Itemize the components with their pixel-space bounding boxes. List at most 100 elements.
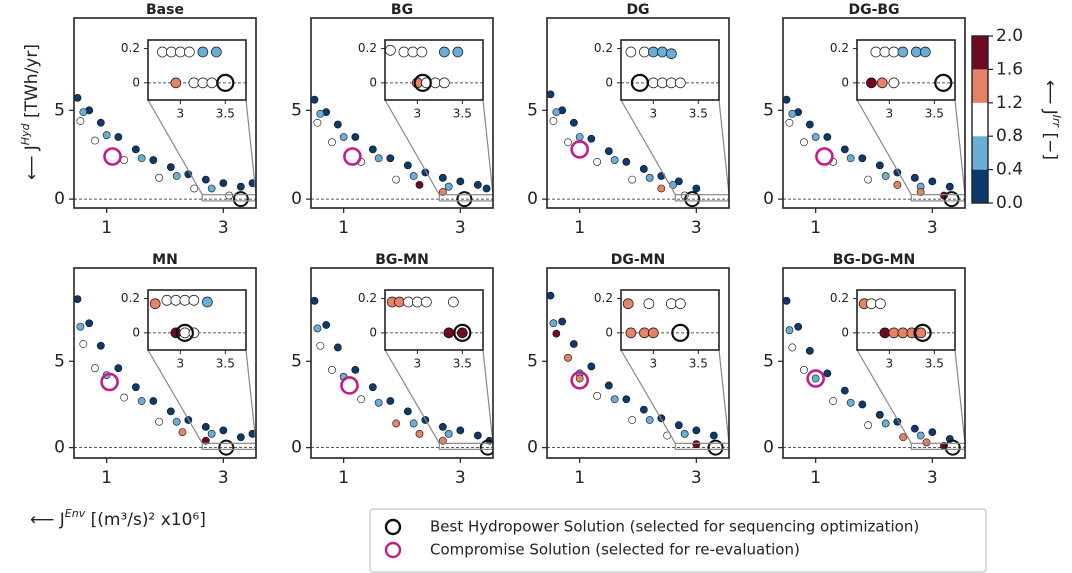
- inset-point: [170, 77, 182, 89]
- inset-frame: [620, 289, 720, 351]
- x-tick-label: 3: [455, 218, 466, 238]
- point: [236, 182, 245, 191]
- panel-frame: [73, 267, 257, 459]
- inset-point: [197, 46, 209, 58]
- inset-point: [919, 46, 931, 58]
- inset-point: [416, 46, 428, 58]
- inset-point: [188, 294, 200, 306]
- point: [120, 393, 129, 402]
- point: [415, 181, 424, 189]
- best-point: [218, 439, 235, 456]
- zoom-connector: [620, 99, 676, 195]
- best-point: [684, 191, 701, 208]
- colorbar-label-main: ⟵ J: [1040, 80, 1060, 115]
- x-tick-label: 1: [338, 218, 349, 238]
- point: [438, 423, 447, 431]
- point: [149, 156, 158, 164]
- x-tick-label: 3: [455, 468, 466, 488]
- point: [149, 397, 158, 405]
- inset-point: [149, 298, 161, 310]
- inset-point: [175, 46, 186, 58]
- best-point: [456, 191, 473, 208]
- point: [864, 175, 873, 184]
- point: [311, 95, 319, 104]
- point: [800, 366, 808, 374]
- x-tick-label: 3: [218, 468, 229, 488]
- point: [201, 436, 210, 445]
- inset-y-tick-label: 0.2: [594, 291, 613, 305]
- inset-point: [648, 46, 659, 58]
- point: [438, 173, 447, 182]
- point: [96, 118, 105, 127]
- point: [102, 131, 111, 140]
- inset-point: [157, 46, 168, 58]
- point: [316, 341, 325, 350]
- inset-point: [915, 327, 927, 339]
- y-tick-label: 5: [291, 100, 302, 120]
- point: [549, 319, 558, 328]
- point: [178, 428, 187, 436]
- inset-x-tick-label: 3: [177, 357, 185, 371]
- inset-point: [648, 77, 659, 89]
- legend-label: Compromise Solution (selected for re-eva…: [430, 541, 800, 559]
- plot-area: [74, 295, 256, 456]
- point: [386, 154, 395, 163]
- inset-x-tick-label: 3: [414, 357, 422, 371]
- inset-x-tick-label: 3.5: [453, 357, 472, 371]
- plot-area: [783, 95, 965, 208]
- y-tick-label: 0: [291, 438, 302, 458]
- inset: 0 0.2 3 3.5: [121, 289, 247, 371]
- plot-area: [783, 296, 965, 456]
- panel-title: DG-MN: [611, 252, 666, 268]
- plot-area: [311, 296, 493, 456]
- inset-point: [188, 77, 200, 89]
- inset-x-tick-label: 3: [650, 357, 658, 371]
- inset-frame: [147, 39, 247, 101]
- point: [692, 440, 701, 449]
- point: [333, 343, 342, 352]
- point: [409, 419, 418, 428]
- inset: 0 0.2 3 3.5: [358, 39, 484, 121]
- point: [569, 340, 578, 348]
- point: [858, 154, 867, 163]
- point: [368, 383, 377, 392]
- point: [864, 421, 873, 430]
- zoom-connector: [954, 99, 966, 195]
- point: [114, 364, 123, 373]
- point: [875, 161, 884, 170]
- panel-frame: [310, 17, 494, 209]
- inset: 0 0.2 3 3.5: [830, 39, 956, 121]
- point: [368, 145, 377, 154]
- point: [692, 426, 701, 435]
- point: [473, 431, 482, 440]
- inset-frame: [620, 39, 720, 101]
- compromise-point: [103, 147, 122, 166]
- y-axis-label: ⟵ JHyd [TWh/yr]: [19, 44, 43, 180]
- x-tick-label: 1: [810, 218, 821, 238]
- point: [575, 374, 584, 383]
- point: [357, 395, 366, 404]
- inset-best-point: [913, 323, 932, 342]
- inset-x-tick-label: 3.5: [216, 107, 235, 121]
- inset-x-tick-label: 3: [177, 107, 185, 121]
- best-point: [944, 439, 961, 456]
- point: [386, 397, 395, 405]
- inset-y-tick-label: 0: [369, 325, 377, 339]
- inset-best-point: [671, 323, 690, 342]
- point: [587, 134, 596, 143]
- x-tick-label: 1: [574, 468, 585, 488]
- point: [456, 426, 465, 435]
- inset-y-tick-label: 0.2: [830, 291, 849, 305]
- point: [219, 179, 228, 188]
- inset-point: [674, 77, 686, 89]
- point: [881, 419, 890, 428]
- inset: 0 0.2 3 3.5: [358, 289, 484, 371]
- panel-frame: [782, 17, 966, 209]
- point: [558, 317, 567, 326]
- colorbar-segment: [972, 36, 988, 70]
- panel-title: BG-MN: [375, 252, 429, 268]
- inset-point: [879, 327, 891, 339]
- zoom-connector: [856, 99, 912, 195]
- point: [172, 172, 181, 180]
